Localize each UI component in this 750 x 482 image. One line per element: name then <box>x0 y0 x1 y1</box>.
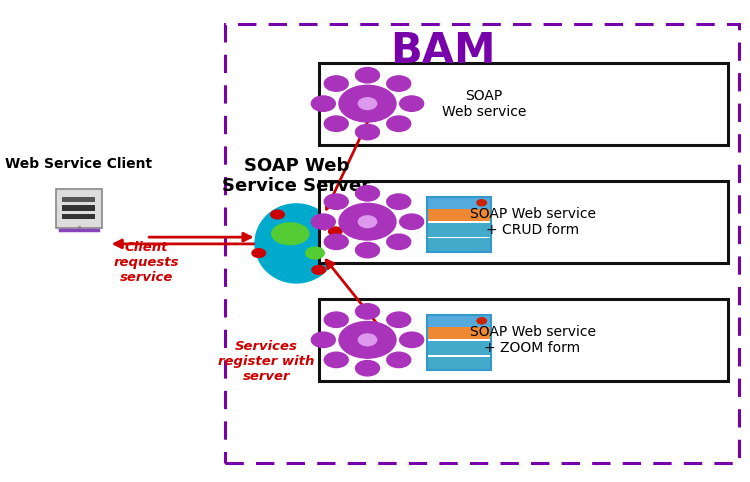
Circle shape <box>477 318 487 324</box>
Circle shape <box>356 304 380 319</box>
Text: SOAP Web service
+ ZOOM form: SOAP Web service + ZOOM form <box>470 325 596 355</box>
Circle shape <box>358 334 376 346</box>
Circle shape <box>312 266 326 274</box>
Ellipse shape <box>306 247 324 259</box>
FancyBboxPatch shape <box>427 223 491 237</box>
Text: Services
register with
server: Services register with server <box>218 340 314 383</box>
Circle shape <box>252 249 266 257</box>
Circle shape <box>387 194 411 209</box>
Ellipse shape <box>272 223 309 245</box>
Circle shape <box>400 332 424 348</box>
Circle shape <box>356 361 380 376</box>
Circle shape <box>400 214 424 229</box>
FancyBboxPatch shape <box>319 299 728 381</box>
Circle shape <box>387 312 411 327</box>
Circle shape <box>356 124 380 140</box>
FancyBboxPatch shape <box>427 197 491 209</box>
Circle shape <box>324 234 348 250</box>
Circle shape <box>311 214 335 229</box>
FancyBboxPatch shape <box>319 181 728 263</box>
Circle shape <box>356 186 380 201</box>
FancyBboxPatch shape <box>62 205 95 211</box>
FancyBboxPatch shape <box>62 197 95 202</box>
Circle shape <box>358 216 376 228</box>
Circle shape <box>339 85 396 122</box>
FancyBboxPatch shape <box>427 357 491 370</box>
Circle shape <box>400 96 424 111</box>
Text: SOAP
Web service: SOAP Web service <box>442 89 526 119</box>
Text: SOAP Web
Service Server: SOAP Web Service Server <box>222 157 370 195</box>
Text: Web Service Client: Web Service Client <box>5 157 152 171</box>
Circle shape <box>324 352 348 368</box>
FancyBboxPatch shape <box>319 63 728 145</box>
Circle shape <box>356 242 380 258</box>
Circle shape <box>387 76 411 91</box>
Circle shape <box>387 116 411 132</box>
FancyBboxPatch shape <box>427 315 491 327</box>
Circle shape <box>271 210 284 219</box>
FancyBboxPatch shape <box>62 214 95 219</box>
Circle shape <box>324 312 348 327</box>
Circle shape <box>387 352 411 368</box>
Circle shape <box>339 203 396 240</box>
Circle shape <box>324 76 348 91</box>
Circle shape <box>324 194 348 209</box>
Text: BAM: BAM <box>390 29 496 72</box>
Ellipse shape <box>255 204 338 283</box>
FancyBboxPatch shape <box>427 209 491 221</box>
FancyBboxPatch shape <box>56 189 102 228</box>
Text: Client
requests
service: Client requests service <box>113 241 179 284</box>
Circle shape <box>387 234 411 250</box>
Text: SOAP Web service
+ CRUD form: SOAP Web service + CRUD form <box>470 207 596 237</box>
FancyBboxPatch shape <box>427 341 491 355</box>
Circle shape <box>356 67 380 83</box>
Circle shape <box>339 321 396 358</box>
Circle shape <box>477 200 487 206</box>
Circle shape <box>311 96 335 111</box>
FancyBboxPatch shape <box>427 239 491 252</box>
Circle shape <box>358 98 376 109</box>
Circle shape <box>311 332 335 348</box>
FancyBboxPatch shape <box>427 327 491 339</box>
Circle shape <box>324 116 348 132</box>
Circle shape <box>328 227 342 236</box>
